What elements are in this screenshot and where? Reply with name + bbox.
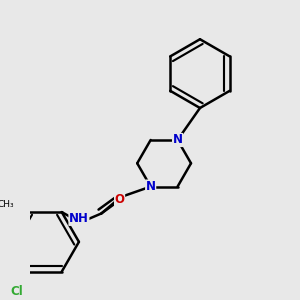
Text: CH₃: CH₃: [0, 200, 14, 209]
Text: N: N: [172, 134, 183, 146]
Text: Cl: Cl: [11, 285, 23, 298]
Text: N: N: [146, 180, 156, 193]
Text: O: O: [115, 193, 124, 206]
Text: NH: NH: [69, 212, 89, 225]
